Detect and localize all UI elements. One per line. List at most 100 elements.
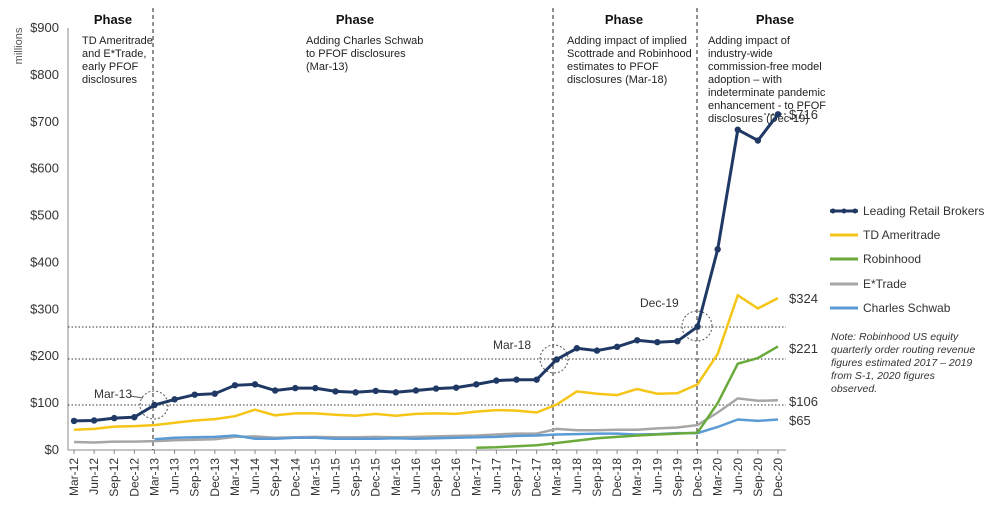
data-point-leading-retail-brokers <box>593 347 601 354</box>
data-point-leading-retail-brokers <box>372 387 379 395</box>
legend-item-leading-retail-brokers: Leading Retail Brokers <box>830 204 984 218</box>
callout-label: Dec-19 <box>640 296 679 310</box>
legend-label: TD Ameritrade <box>863 228 941 242</box>
x-tick-label: Mar-16 <box>389 458 403 496</box>
text-line: adoption – with <box>708 74 782 86</box>
x-tick-label: Jun-16 <box>409 458 423 495</box>
text-line: Adding Charles Schwab <box>306 35 423 47</box>
x-tick-label: Sep-18 <box>590 458 604 497</box>
x-tick-label: Dec-14 <box>288 458 302 497</box>
phase-description: Adding impact of industry-wide commission-… <box>708 35 826 125</box>
text-line: enhancement - to PFOF <box>708 100 826 112</box>
x-tick-label: Jun-15 <box>328 458 342 495</box>
chart-note: Note: Robinhood US equity quarterly order… <box>831 331 975 395</box>
phase-annotation-4: Phase Adding impact of industry-wide commi… <box>708 12 826 125</box>
x-tick-label: Sep-17 <box>510 458 524 497</box>
legend-marker <box>841 208 847 214</box>
data-point-leading-retail-brokers <box>513 376 520 383</box>
x-tick-label: Jun-13 <box>168 458 182 495</box>
y-axis-label: millions <box>13 27 25 64</box>
data-point-leading-retail-brokers <box>171 396 178 403</box>
x-tick-label: Jun-20 <box>731 458 745 495</box>
data-point-leading-retail-brokers <box>352 389 359 396</box>
x-tick-label: Sep-15 <box>349 458 363 497</box>
phase-title: Phase <box>756 12 794 27</box>
x-tick-label: Sep-16 <box>429 458 443 497</box>
legend-label: E*Trade <box>863 277 907 291</box>
callout-label: Mar-18 <box>493 338 531 352</box>
series-markers <box>70 111 782 425</box>
data-point-leading-retail-brokers <box>452 384 460 391</box>
callout-label: Mar-13 <box>94 387 132 401</box>
text-line: (Mar-13) <box>306 61 348 73</box>
data-point-leading-retail-brokers <box>211 390 218 397</box>
end-label-robinhood: $221 <box>789 341 818 356</box>
text-line: indeterminate pandemic <box>708 87 826 99</box>
y-tick-label: $700 <box>30 114 59 129</box>
phase-annotation-2: Phase Adding Charles Schwab to PFOF discl… <box>306 12 423 73</box>
data-point-leading-retail-brokers <box>473 381 480 388</box>
x-tick-label: Jun-19 <box>650 458 664 495</box>
data-point-leading-retail-brokers <box>553 356 560 363</box>
x-tick-label: Sep-12 <box>107 458 121 497</box>
data-point-leading-retail-brokers <box>191 391 198 398</box>
legend-label: Leading Retail Brokers <box>863 204 984 218</box>
legend-item-charles-schwab: Charles Schwab <box>830 301 951 315</box>
legend-item-td-ameritrade: TD Ameritrade <box>830 228 941 242</box>
data-point-leading-retail-brokers <box>111 414 118 422</box>
legend-label: Robinhood <box>863 252 921 266</box>
data-point-leading-retail-brokers <box>90 417 98 424</box>
data-point-leading-retail-brokers <box>613 343 621 351</box>
y-tick-label: $800 <box>30 67 59 82</box>
text-line: TD Ameritrade <box>82 35 153 47</box>
y-tick-labels: $0 $100 $200 $300 $400 $500 $600 $700 $8… <box>30 20 59 457</box>
y-tick-label: $0 <box>45 442 59 457</box>
x-tick-label: Jun-12 <box>87 458 101 495</box>
y-tick-label: $900 <box>30 20 59 35</box>
x-tick-label: Dec-17 <box>530 458 544 497</box>
x-tick-label: Dec-16 <box>449 458 463 497</box>
callout-circle <box>139 390 169 420</box>
text-line: disclosures (Mar-18) <box>567 74 667 86</box>
series-line-td-ameritrade <box>73 293 779 432</box>
text-line: to PFOF disclosures <box>306 48 406 60</box>
x-tick-label: Dec-12 <box>127 458 141 497</box>
data-point-leading-retail-brokers <box>573 345 581 352</box>
end-label-leading-retail-brokers: $716 <box>789 107 818 122</box>
text-line: observed. <box>831 383 877 395</box>
y-tick-label: $200 <box>30 348 59 363</box>
x-tick-label: Jun-18 <box>570 458 584 495</box>
text-line: and E*Trade, <box>82 48 146 60</box>
x-tick-label: Mar-12 <box>67 458 81 496</box>
x-tick-label: Dec-19 <box>691 458 705 497</box>
data-point-leading-retail-brokers <box>70 417 78 425</box>
series-line-robinhood <box>476 345 779 449</box>
data-point-leading-retail-brokers <box>271 387 279 394</box>
text-line: estimates to PFOF <box>567 61 659 73</box>
data-point-leading-retail-brokers <box>412 387 420 394</box>
phase-description: TD Ameritrade and E*Trade, early PFOF discl… <box>82 35 153 86</box>
x-tick-label: Mar-18 <box>550 458 564 496</box>
data-point-leading-retail-brokers <box>674 338 681 345</box>
x-tick-label: Sep-19 <box>670 458 684 497</box>
legend-label: Charles Schwab <box>863 301 951 315</box>
text-line: early PFOF <box>82 61 139 73</box>
text-line: commission-free model <box>708 61 822 73</box>
x-tick-label: Sep-13 <box>188 458 202 497</box>
callout-mar18: Mar-18 <box>493 338 569 374</box>
data-point-leading-retail-brokers <box>392 389 400 396</box>
x-tick-label: Dec-15 <box>369 458 383 497</box>
y-tick-label: $100 <box>30 395 59 410</box>
data-point-leading-retail-brokers <box>231 382 239 389</box>
data-point-leading-retail-brokers <box>714 246 721 253</box>
phase-title: Phase <box>336 12 374 27</box>
data-point-leading-retail-brokers <box>432 385 440 392</box>
text-line: Adding impact of <box>708 35 791 47</box>
data-point-leading-retail-brokers <box>151 401 158 409</box>
x-tick-label: Mar-19 <box>630 458 644 496</box>
data-point-leading-retail-brokers <box>654 338 661 346</box>
x-tick-label: Mar-15 <box>308 458 322 496</box>
phase-description: Adding impact of implied Scottrade and Ro… <box>567 35 692 86</box>
data-point-leading-retail-brokers <box>312 384 319 392</box>
y-tick-label: $400 <box>30 254 59 269</box>
